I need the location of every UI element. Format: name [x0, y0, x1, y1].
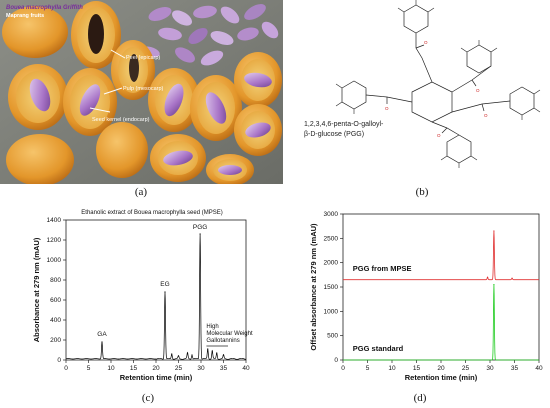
y-tick-label: 3000: [324, 211, 339, 218]
x-tick-label: 30: [486, 365, 494, 372]
svg-text:O: O: [484, 113, 488, 118]
panel-label-b: (b): [415, 186, 429, 198]
peak-point: [199, 233, 201, 235]
panel-label-c: (c): [141, 392, 155, 404]
loose-seed-kernels: [140, 4, 279, 66]
panel-label-d: (d): [413, 392, 427, 404]
x-tick-label: 20: [152, 365, 160, 372]
panel-label-a: (a): [134, 186, 148, 198]
y-tick-label: 1400: [47, 217, 62, 224]
y-tick-label: 400: [50, 317, 61, 324]
y-tick-label: 1200: [47, 237, 62, 244]
hmw-label-3: Gallotannins: [206, 338, 239, 344]
x-tick-label: 0: [64, 365, 68, 372]
x-axis-label: Retention time (min): [120, 373, 193, 382]
compound-name-line-1: 1,2,3,4,6-penta-O-galloyl-: [304, 121, 384, 128]
svg-text:O: O: [437, 133, 441, 138]
x-tick-label: 5: [87, 365, 91, 372]
trace-pgg-standard: [343, 284, 539, 361]
y-tick-label: 200: [50, 337, 61, 344]
annotation-seed-kernel: Seed kernel (endocarp): [92, 117, 150, 123]
y-axis-label: Offset absorbance at 279 nm (mAU): [309, 223, 318, 351]
x-tick-label: 5: [366, 365, 370, 372]
peak-label-eg: EG: [160, 281, 169, 288]
x-tick-label: 30: [197, 365, 205, 372]
peak-point: [186, 352, 189, 354]
svg-text:O: O: [385, 106, 389, 111]
x-tick-label: 10: [388, 365, 396, 372]
peak-point: [207, 348, 209, 350]
plot-frame: [342, 213, 540, 361]
peak-point: [493, 230, 495, 232]
x-tick-label: 20: [437, 365, 445, 372]
peak-point: [511, 277, 513, 279]
fruit-halves: [2, 1, 282, 184]
peak-point: [164, 291, 166, 293]
x-tick-label: 25: [462, 365, 470, 372]
y-tick-label: 1000: [324, 308, 339, 315]
annotation-pulp: Pulp (mesocarp): [123, 86, 164, 92]
species-label: Bouea macrophylla Griffith: [6, 5, 83, 11]
x-tick-label: 0: [341, 365, 345, 372]
series-label-pgg-from-mpse: PGG from MPSE: [353, 264, 412, 273]
pgg-structure: O O O O O 1,2,3,4,6-penta-O-galloyl- β-D-gl…: [292, 0, 550, 184]
annotation-peel: Peel (epicarp): [126, 55, 160, 61]
galloyl-ring-5: [341, 80, 367, 110]
x-tick-label: 35: [220, 365, 228, 372]
y-tick-label: 1500: [324, 284, 339, 291]
x-tick-label: 35: [511, 365, 519, 372]
x-tick-label: 25: [175, 365, 183, 372]
maprang-fruits-photo: Bouea macrophylla Griffith Maprang fruit…: [0, 0, 283, 184]
x-tick-label: 15: [413, 365, 421, 372]
x-tick-label: 40: [242, 365, 250, 372]
peak-label-ga: GA: [97, 331, 107, 338]
chart-title: Ethanolic extract of Bouea macrophylla s…: [81, 210, 222, 216]
peak-point: [493, 283, 495, 286]
y-tick-label: 2000: [324, 260, 339, 267]
x-tick-label: 10: [107, 365, 115, 372]
series-label-pgg-standard: PGG standard: [353, 344, 404, 353]
photo-caption: Maprang fruits: [6, 13, 44, 19]
x-tick-label: 40: [535, 365, 543, 372]
chromatogram-mpse: 0 5 10 15 20 25 30 35 40 0 200 400 600 800 1000 1200 140…: [0, 200, 283, 390]
y-tick-label: 600: [50, 297, 61, 304]
y-tick-label: 0: [57, 357, 61, 364]
peak-point: [191, 354, 193, 356]
galloyl-ring-4: [446, 134, 472, 164]
y-tick-label: 2500: [324, 235, 339, 242]
peak-point: [177, 355, 180, 357]
y-tick-label: 1000: [47, 257, 62, 264]
x-axis-label: Retention time (min): [405, 373, 478, 382]
glucose-ring: [411, 81, 453, 123]
y-tick-label: 0: [334, 357, 338, 364]
peak-point: [222, 354, 225, 356]
peak-point: [171, 353, 173, 355]
svg-text:O: O: [424, 40, 428, 45]
galloyl-ring-1: [403, 4, 429, 34]
peak-point: [101, 341, 103, 343]
y-tick-label: 500: [327, 333, 338, 340]
y-tick-label: 800: [50, 277, 61, 284]
peak-point: [216, 352, 218, 354]
annotation-arrows: [89, 49, 126, 113]
x-tick-label: 15: [130, 365, 138, 372]
trace-pgg-from-mpse: [343, 231, 539, 281]
hmw-label-1: High: [206, 324, 218, 330]
y-axis-label: Absorbance at 279 nm (mAU): [32, 237, 41, 342]
compound-name-line-2: β-D-glucose (PGG): [304, 131, 364, 138]
chromatogram-pgg-overlay: 0 5 10 15 20 25 30 35 40 0 500 1000 1500 2000 2500 3000…: [283, 200, 550, 390]
peak-point: [486, 276, 489, 278]
chromatogram-trace: [65, 234, 247, 360]
peak-label-pgg: PGG: [193, 224, 207, 231]
galloyl-ring-3: [509, 86, 535, 116]
peak-point: [211, 350, 213, 352]
hmw-label-2: Molecular Weight: [206, 331, 253, 337]
svg-text:O: O: [476, 88, 480, 93]
